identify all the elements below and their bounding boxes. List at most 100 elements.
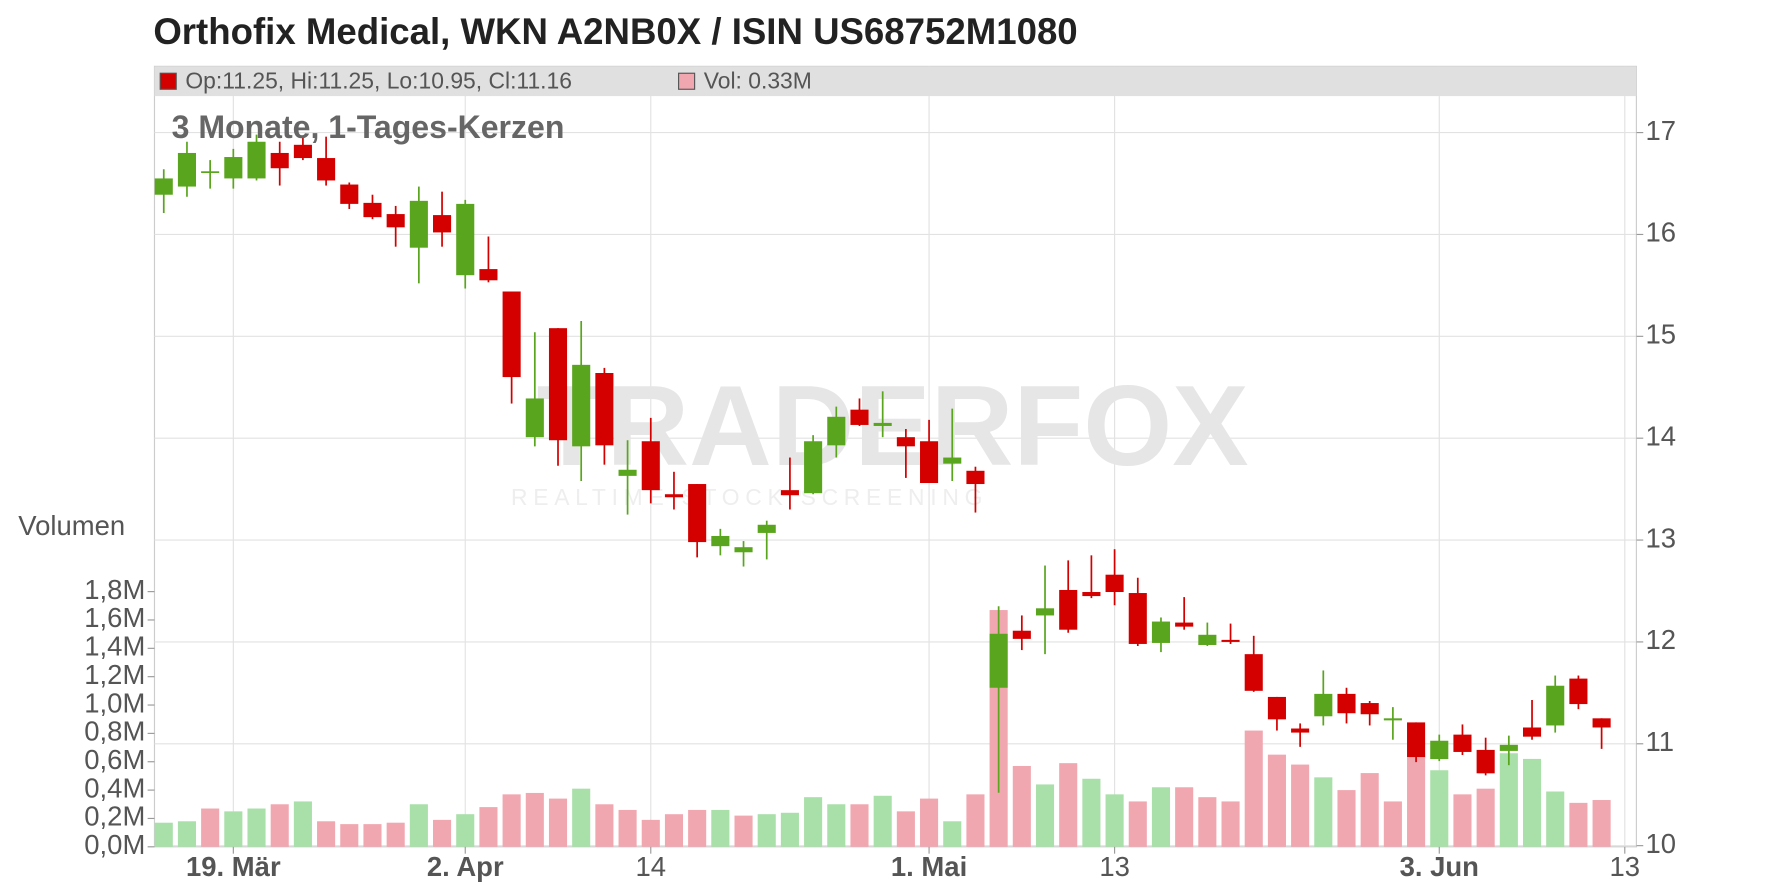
volume-bar [1476,788,1495,847]
volume-tick-label: 1,4M [84,631,145,662]
chart-title: Orthofix Medical, WKN A2NB0X / ISIN US68… [153,11,1077,52]
volume-bar [1499,753,1518,847]
volume-bar [270,804,289,847]
candle-body [340,184,359,204]
volume-bar [873,795,892,847]
volume-tick-label: 0,0M [84,829,145,860]
candle-body [1221,639,1240,642]
volume-tick-label: 0,8M [84,716,145,747]
volume-bar [363,824,382,847]
candle-body [873,422,892,426]
volume-bar [1175,787,1194,847]
candle-body [1430,740,1449,760]
y-tick-label: 12 [1646,624,1677,655]
candle-body [1476,749,1495,774]
volume-bar [1569,802,1588,847]
candle-body [804,441,823,494]
volume-tick-label: 1,8M [84,574,145,605]
volume-bar [664,814,684,847]
candle-group [154,134,1611,793]
y-tick-label: 13 [1646,522,1677,553]
volume-bar [1453,794,1472,847]
volume-bar [247,808,266,847]
volume-bar [1383,801,1402,847]
legend-bar [154,66,1637,97]
candle-body [1035,608,1055,616]
candle-body [1267,696,1286,720]
volume-bar [827,804,846,847]
candle-body [1128,593,1147,644]
y-tick-label: 14 [1646,420,1677,451]
candle-body [479,269,498,281]
volume-tick-label: 1,2M [84,659,145,690]
volume-bar [456,814,475,847]
candle-body [780,490,799,496]
volume-bar [154,822,173,847]
volume-bar [688,809,707,847]
x-tick-label: 3. Jun [1400,851,1479,882]
candle-body [525,398,544,438]
volume-bar [1105,794,1124,847]
y-tick-label: 17 [1646,115,1677,146]
candle-body [664,494,684,498]
candle-body [1407,722,1426,758]
candle-body [1499,744,1518,751]
volume-tick-label: 0,2M [84,801,145,832]
y-tick-label: 10 [1646,828,1677,859]
candle-body [1546,685,1565,726]
candle-body [201,171,220,174]
x-tick-label: 13 [1610,851,1641,882]
y-tick-label: 11 [1646,726,1675,757]
legend-swatch [159,72,177,90]
legend-price: Op:11.25, Hi:11.25, Lo:10.95, Cl:11.16 [185,67,572,93]
candle-body [1360,703,1379,715]
volume-bar [1407,753,1426,847]
candle-body [1337,693,1356,714]
candle-body [757,524,776,533]
legend-swatch [678,72,696,90]
candle-body [1012,630,1031,639]
candle-body [1175,622,1194,627]
candle-body [595,372,614,446]
y-tick-label: 15 [1646,319,1677,350]
candle-body [270,152,289,169]
watermark-tagline: REALTIME STOCK SCREENING [511,484,988,510]
candle-body [827,416,846,446]
volume-bar [386,822,405,847]
candle-body [433,215,452,233]
volume-bar [224,811,243,847]
candle-body [224,157,243,179]
candle-body [896,437,915,447]
legend-volume: Vol: 0.33M [704,67,812,93]
candle-body [293,144,312,159]
candle-body [1082,592,1101,597]
volume-axis-label: Volumen [18,510,125,541]
x-tick-label: 19. Mär [186,851,281,882]
candle-body [1569,678,1588,705]
candle-body [409,200,428,248]
volume-bar [711,809,730,847]
candle-body [850,409,869,425]
candle-body [943,457,962,464]
volume-bar [409,804,428,847]
volume-bar [1151,787,1171,847]
volume-bar [177,821,196,847]
volume-bar [734,815,753,847]
candle-body [1383,718,1402,721]
volume-bar [340,824,359,847]
volume-bar [548,798,568,847]
candle-body [1151,621,1171,643]
volume-bar [1059,763,1078,847]
volume-bar [1546,791,1565,847]
volume-bar [804,797,823,847]
volume-bar [317,821,336,847]
volume-group [154,610,1611,847]
candle-body [1291,728,1310,733]
volume-bar [757,814,776,847]
candle-body [502,291,521,378]
candle-body [641,441,660,491]
volume-bar [525,792,544,847]
volume-bar [1360,773,1379,847]
candle-body [1453,734,1472,752]
